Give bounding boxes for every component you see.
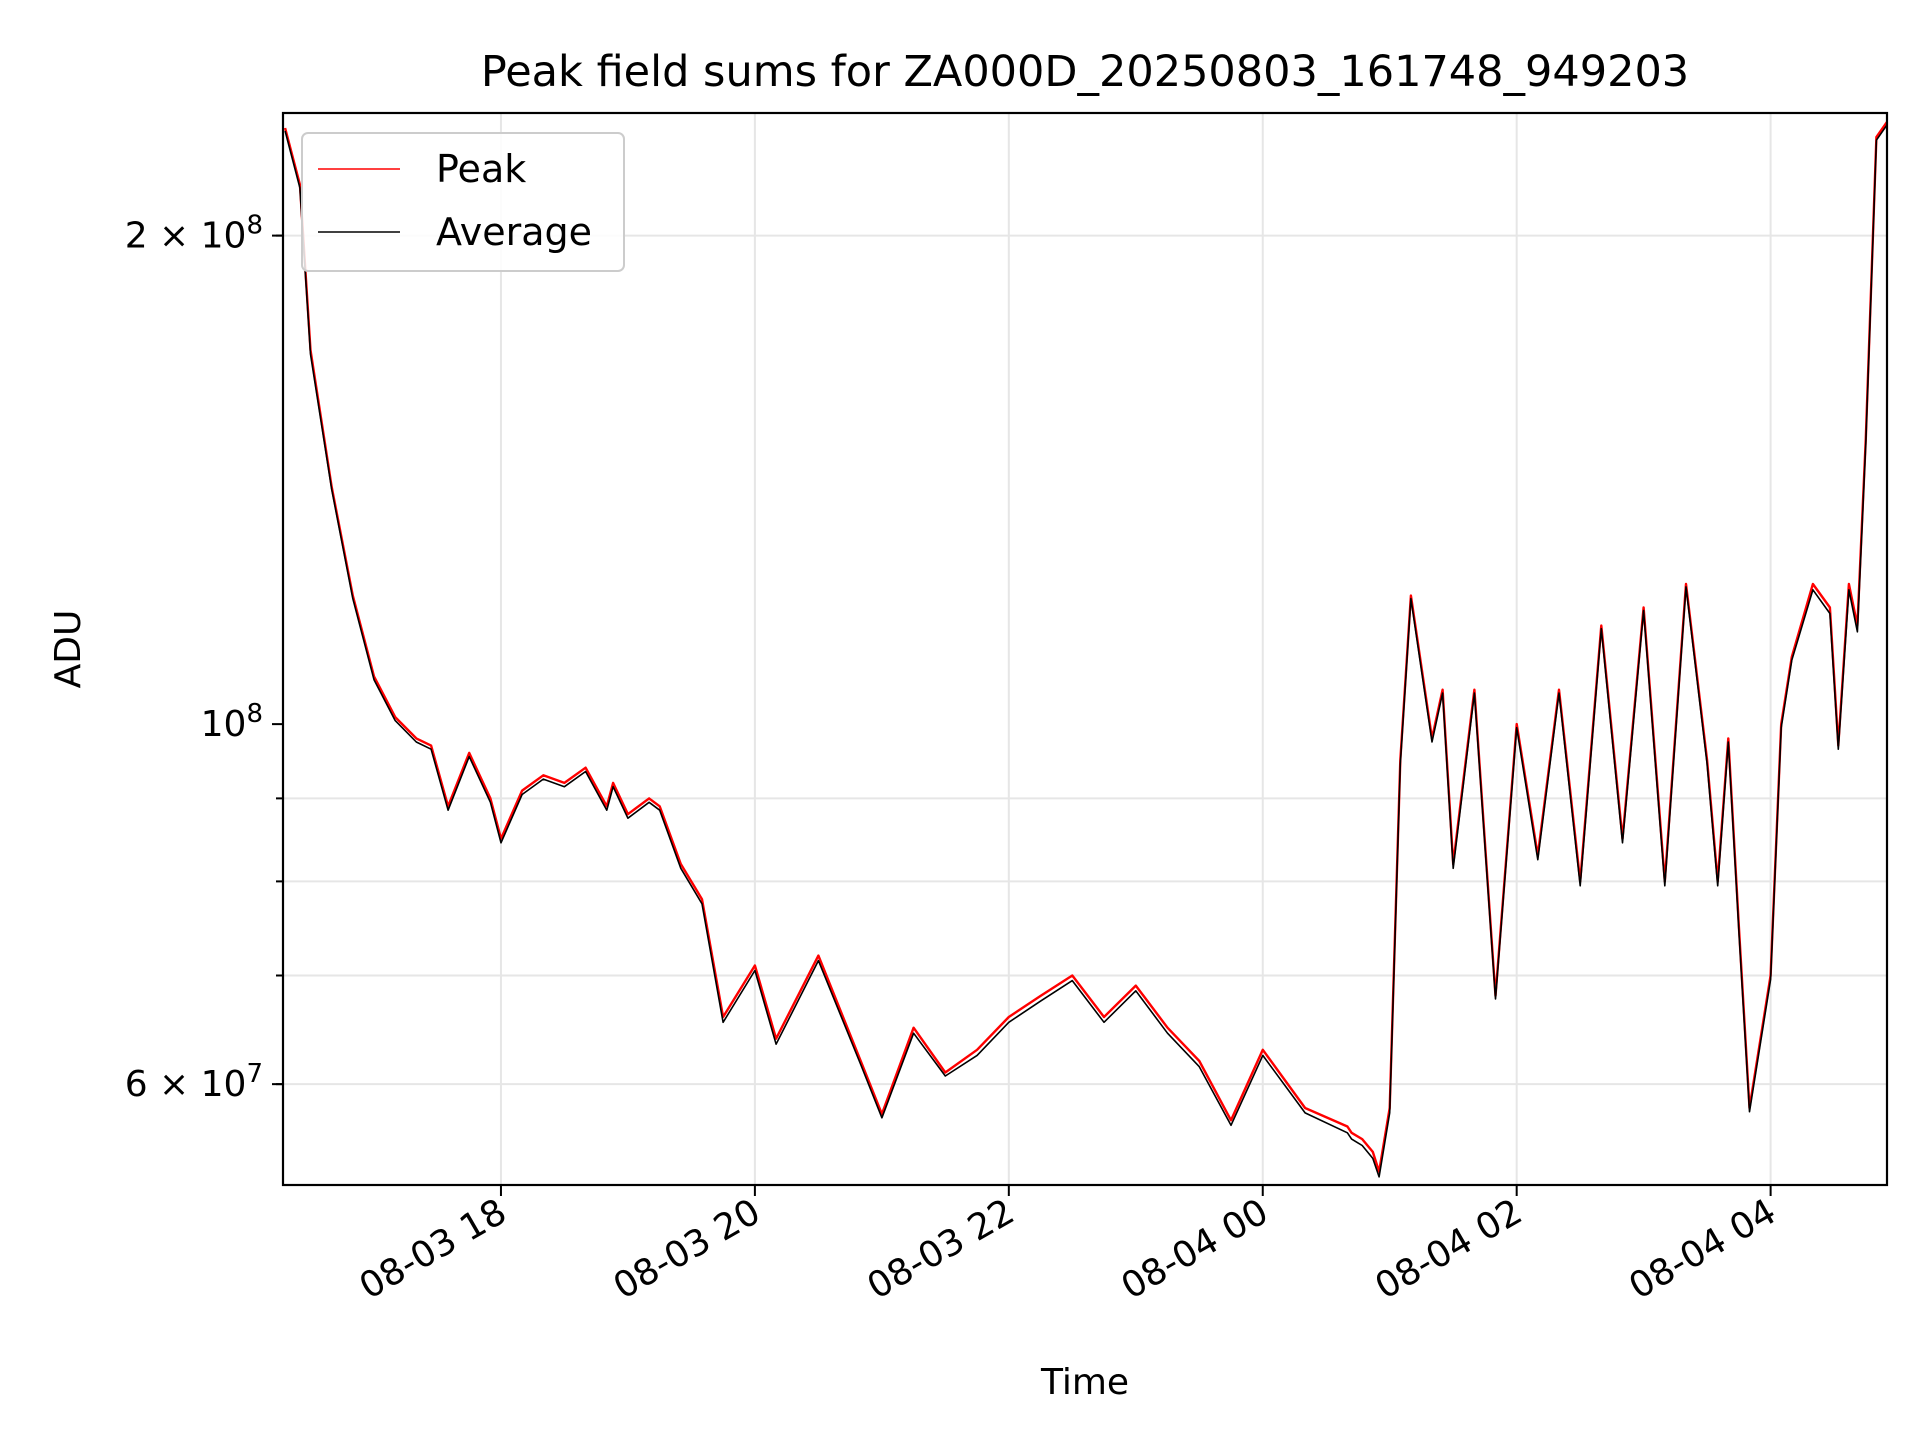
legend-label-average: Average: [436, 210, 592, 254]
y-axis-label: ADU: [48, 610, 89, 689]
y-tick-label: 6 × 107: [125, 1059, 263, 1105]
plot-frame: [281, 111, 1889, 1187]
legend-label-peak: Peak: [436, 147, 526, 191]
x-axis-label: Time: [1040, 1362, 1129, 1403]
series-line-average: [284, 124, 1888, 1178]
y-tick-label: 108: [201, 699, 263, 745]
y-tick-label: 2 × 108: [125, 211, 263, 257]
chart-title: Peak field sums for ZA000D_20250803_1617…: [481, 47, 1689, 97]
series-lines: [283, 121, 1888, 1178]
legend-box: [301, 132, 625, 272]
legend: Peak Average: [301, 132, 625, 272]
